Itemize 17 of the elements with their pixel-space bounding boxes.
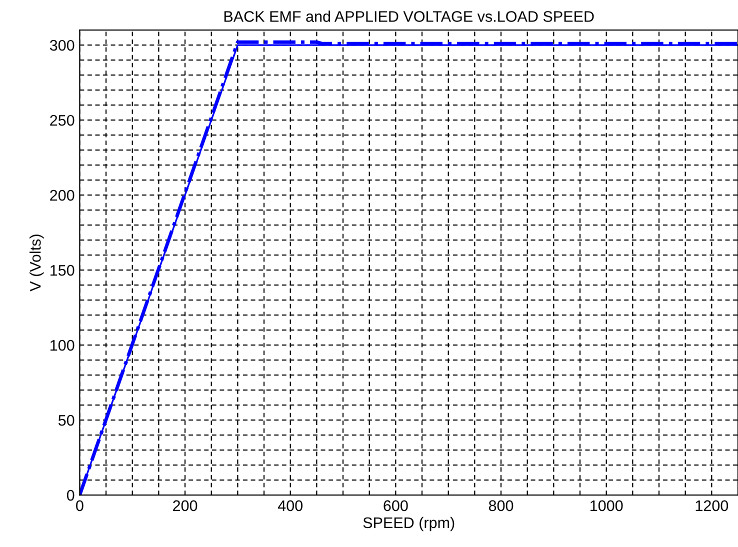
y-tick-label: 50 (58, 414, 74, 426)
y-tick-label: 0 (66, 490, 74, 501)
y-axis-title: V (Volts) (30, 234, 44, 292)
chart-title: BACK EMF and APPLIED VOLTAGE vs.LOAD SPEED (224, 10, 594, 22)
y-tick-label: 250 (50, 114, 74, 126)
x-tick-label: 0 (76, 500, 84, 512)
y-tick-label: 150 (50, 264, 74, 276)
x-tick-label: 600 (384, 500, 408, 512)
x-tick-label: 1200 (696, 500, 728, 512)
x-tick-label: 1000 (590, 500, 623, 512)
y-tick-label: 100 (50, 340, 74, 351)
y-tick-label: 300 (50, 40, 74, 51)
x-axis-title: SPEED (rpm) (363, 516, 454, 532)
y-tick-label: 200 (50, 190, 74, 201)
x-tick-label: 200 (173, 500, 198, 512)
x-tick-label: 800 (488, 500, 514, 512)
x-tick-label: 400 (278, 500, 303, 512)
